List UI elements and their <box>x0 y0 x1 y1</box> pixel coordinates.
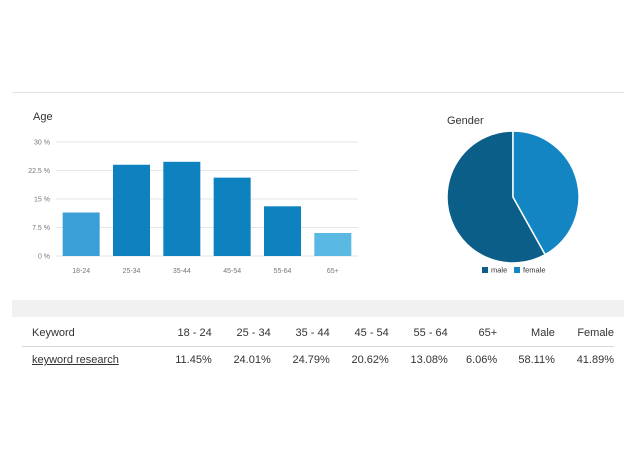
x-tick-label: 35-44 <box>173 268 191 275</box>
keyword-link[interactable]: keyword research <box>32 354 119 366</box>
keyword-demographics-table: Keyword 18 - 24 25 - 34 35 - 44 45 - 54 … <box>22 320 614 373</box>
y-tick-label: 7.5 % <box>32 225 50 232</box>
col-header-female[interactable]: Female <box>577 327 614 339</box>
gender-pie-chart: male female <box>446 130 580 275</box>
table-header-band <box>12 300 624 317</box>
col-header-keyword[interactable]: Keyword <box>32 327 75 339</box>
cell-45-54: 20.62% <box>351 354 389 366</box>
y-tick-label: 22.5 % <box>28 168 50 175</box>
y-tick-label: 15 % <box>34 197 50 204</box>
cell-55-64: 13.08% <box>410 354 448 366</box>
pie-slice-male <box>446 130 547 264</box>
cell-male: 58.11% <box>518 354 555 366</box>
bar-65+ <box>314 232 352 256</box>
legend-swatch-female <box>514 267 520 273</box>
age-bar-chart: 0 % 7.5 % 15 % 22.5 % 30 % 18-24 25-34 35-44 45-… <box>28 140 358 275</box>
cell-female: 41.89% <box>576 354 614 366</box>
table-row: keyword research 11.45% 24.01% 24.79% 20… <box>22 347 614 374</box>
cell-25-34: 24.01% <box>233 354 271 366</box>
col-header-45-54[interactable]: 45 - 54 <box>354 327 389 339</box>
bar-35-44 <box>163 161 201 256</box>
col-header-55-64[interactable]: 55 - 64 <box>413 327 448 339</box>
x-tick-label: 45-54 <box>223 268 241 275</box>
cell-keyword[interactable]: keyword research <box>22 347 154 374</box>
gender-chart-title: Gender <box>447 115 484 127</box>
legend-swatch-male <box>482 267 488 273</box>
col-header-male[interactable]: Male <box>531 327 555 339</box>
col-header-65-plus[interactable]: 65+ <box>478 327 498 339</box>
cell-18-24: 11.45% <box>175 354 212 366</box>
x-tick-label: 55-64 <box>274 268 292 275</box>
col-header-25-34[interactable]: 25 - 34 <box>236 327 271 339</box>
x-tick-label: 65+ <box>327 268 339 275</box>
x-tick-label: 25-34 <box>123 268 141 275</box>
legend-label-female: female <box>523 266 546 275</box>
legend-label-male: male <box>491 266 507 275</box>
bar-45-54 <box>213 177 251 256</box>
cell-35-44: 24.79% <box>292 354 330 366</box>
bar-18-24 <box>62 212 100 256</box>
bar-25-34 <box>113 164 150 256</box>
y-tick-label: 30 % <box>34 140 50 147</box>
bar-55-64 <box>264 206 301 256</box>
top-divider <box>12 92 624 93</box>
y-tick-label: 0 % <box>38 254 50 261</box>
pie-slice-female <box>512 130 580 256</box>
x-tick-label: 18-24 <box>72 268 90 275</box>
table-header-row: Keyword 18 - 24 25 - 34 35 - 44 45 - 54 … <box>22 320 614 347</box>
col-header-18-24[interactable]: 18 - 24 <box>177 327 212 339</box>
age-chart-title: Age <box>33 111 53 123</box>
col-header-35-44[interactable]: 35 - 44 <box>295 327 330 339</box>
cell-65-plus: 6.06% <box>465 354 498 366</box>
